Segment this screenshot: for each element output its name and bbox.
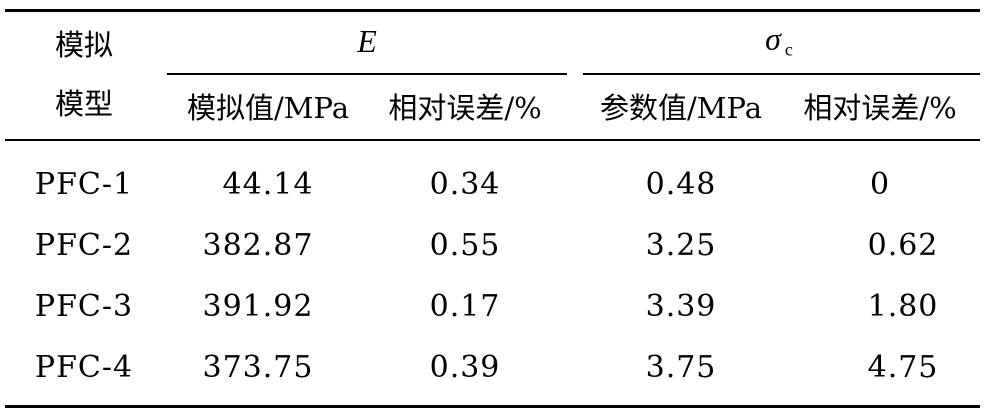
header-bottom-rule (5, 139, 980, 141)
sigma-group-rule (583, 73, 980, 75)
e-group-header: E (357, 23, 377, 59)
top-rule (5, 9, 980, 12)
row3-e-value: 391.92 (202, 289, 314, 324)
row4-e-error: 0.39 (429, 350, 501, 385)
bottom-rule (5, 405, 980, 408)
row1-sigma-error: 0 (869, 167, 891, 202)
sigma-symbol: σ (765, 20, 781, 57)
sigma-relative-error-header: 相对误差/% (803, 91, 957, 125)
model-column-header-line1: 模拟 (54, 28, 114, 62)
e-simulated-value-header: 模拟值/MPa (187, 91, 349, 125)
row1-model: PFC-1 (34, 167, 134, 202)
row4-sigma-value: 3.75 (645, 350, 717, 385)
e-relative-error-header: 相对误差/% (388, 91, 542, 125)
sigma-subscript: c (784, 39, 793, 60)
row1-e-value: 44.14 (222, 167, 314, 202)
row3-e-error: 0.17 (429, 289, 501, 324)
row3-sigma-error: 1.80 (867, 289, 939, 324)
model-column-header-line2: 模型 (54, 87, 114, 121)
sigma-parameter-value-header: 参数值/MPa (600, 91, 762, 125)
row2-model: PFC-2 (34, 228, 134, 263)
row4-e-value: 373.75 (202, 350, 314, 385)
row1-e-error: 0.34 (429, 167, 501, 202)
row2-e-value: 382.87 (202, 228, 314, 263)
row1-sigma-value: 0.48 (645, 167, 717, 202)
e-group-rule (167, 73, 567, 75)
row2-e-error: 0.55 (429, 228, 501, 263)
row2-sigma-value: 3.25 (645, 228, 717, 263)
row4-model: PFC-4 (34, 350, 134, 385)
row3-model: PFC-3 (34, 289, 134, 324)
row4-sigma-error: 4.75 (867, 350, 939, 385)
row2-sigma-error: 0.62 (867, 228, 939, 263)
row3-sigma-value: 3.39 (645, 289, 717, 324)
